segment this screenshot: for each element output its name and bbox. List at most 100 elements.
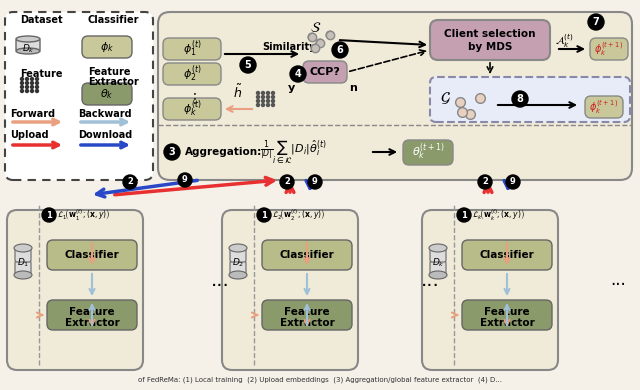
Circle shape xyxy=(257,96,259,99)
Circle shape xyxy=(20,89,24,92)
FancyArrowPatch shape xyxy=(306,181,314,188)
Ellipse shape xyxy=(229,244,247,252)
Text: 1: 1 xyxy=(261,211,267,220)
Text: 2: 2 xyxy=(482,177,488,186)
Circle shape xyxy=(262,99,264,103)
FancyArrowPatch shape xyxy=(13,142,58,148)
FancyBboxPatch shape xyxy=(16,39,40,51)
FancyArrowPatch shape xyxy=(504,305,509,325)
FancyArrowPatch shape xyxy=(504,305,509,325)
Text: CCP?: CCP? xyxy=(310,67,340,77)
Text: Extractor: Extractor xyxy=(280,318,334,328)
FancyBboxPatch shape xyxy=(430,248,446,262)
Circle shape xyxy=(266,92,269,94)
FancyArrowPatch shape xyxy=(81,142,126,148)
Text: 7: 7 xyxy=(593,17,600,27)
Text: $D_2$: $D_2$ xyxy=(232,257,244,269)
Circle shape xyxy=(31,89,33,92)
FancyArrowPatch shape xyxy=(37,312,42,317)
Circle shape xyxy=(240,57,256,73)
Circle shape xyxy=(266,99,269,103)
FancyArrowPatch shape xyxy=(97,180,197,197)
Ellipse shape xyxy=(429,271,447,279)
FancyArrowPatch shape xyxy=(305,305,310,325)
Ellipse shape xyxy=(14,271,32,279)
Text: $D_k$: $D_k$ xyxy=(22,43,35,55)
Circle shape xyxy=(280,175,294,189)
Ellipse shape xyxy=(229,271,247,279)
Circle shape xyxy=(326,31,334,39)
Text: $\theta_k^{(t+1)}$: $\theta_k^{(t+1)}$ xyxy=(412,142,444,162)
Circle shape xyxy=(31,78,33,80)
Text: 4: 4 xyxy=(294,69,301,79)
FancyBboxPatch shape xyxy=(47,240,137,270)
Text: 3: 3 xyxy=(168,147,175,157)
Circle shape xyxy=(257,208,271,222)
Circle shape xyxy=(506,175,520,189)
FancyBboxPatch shape xyxy=(47,300,137,330)
Text: 6: 6 xyxy=(337,45,344,55)
Text: Download: Download xyxy=(78,130,132,140)
FancyBboxPatch shape xyxy=(262,300,352,330)
Ellipse shape xyxy=(16,48,40,54)
Text: Classifier: Classifier xyxy=(88,15,140,25)
Text: 1: 1 xyxy=(461,211,467,220)
Circle shape xyxy=(271,96,275,99)
Circle shape xyxy=(20,78,24,80)
Text: 1: 1 xyxy=(46,211,52,220)
Circle shape xyxy=(35,82,38,85)
FancyBboxPatch shape xyxy=(462,300,552,330)
FancyBboxPatch shape xyxy=(15,261,31,275)
Text: Extractor: Extractor xyxy=(88,77,139,87)
Text: $\mathcal{L}_1\!\left(\mathbf{w}_1^{(t)};(\mathbf{x},y)\right)$: $\mathcal{L}_1\!\left(\mathbf{w}_1^{(t)}… xyxy=(57,207,110,223)
Text: $\tilde{h}$: $\tilde{h}$ xyxy=(234,83,243,101)
FancyBboxPatch shape xyxy=(15,248,31,262)
Ellipse shape xyxy=(429,244,447,252)
FancyBboxPatch shape xyxy=(462,240,552,270)
FancyBboxPatch shape xyxy=(590,38,628,60)
FancyBboxPatch shape xyxy=(430,77,630,122)
Text: $\mathcal{L}_k\!\left(\mathbf{w}_k^{(t)};(\mathbf{x},y)\right)$: $\mathcal{L}_k\!\left(\mathbf{w}_k^{(t)}… xyxy=(472,207,525,223)
FancyBboxPatch shape xyxy=(430,261,446,275)
Text: Classifier: Classifier xyxy=(280,250,334,260)
Text: Backward: Backward xyxy=(78,109,132,119)
Circle shape xyxy=(316,39,324,47)
Circle shape xyxy=(26,89,29,92)
FancyArrowPatch shape xyxy=(225,51,297,57)
Text: $\frac{1}{|D|}\sum_{i\in\mathcal{K}}|D_i|\hat{\theta}_i^{(t)}$: $\frac{1}{|D|}\sum_{i\in\mathcal{K}}|D_i… xyxy=(260,138,327,165)
FancyBboxPatch shape xyxy=(403,140,453,165)
Circle shape xyxy=(257,92,259,94)
Circle shape xyxy=(308,33,316,41)
FancyArrowPatch shape xyxy=(90,305,95,325)
Circle shape xyxy=(262,103,264,106)
Text: $\phi_1^{(t)}$: $\phi_1^{(t)}$ xyxy=(183,39,201,59)
Text: Similarity: Similarity xyxy=(262,42,316,52)
FancyArrowPatch shape xyxy=(115,177,273,195)
Text: $\phi_k^{(t+1)}$: $\phi_k^{(t+1)}$ xyxy=(589,98,619,116)
Text: $\mathcal{A}_k^{(t)}$: $\mathcal{A}_k^{(t)}$ xyxy=(555,32,574,50)
FancyBboxPatch shape xyxy=(230,248,246,262)
Text: Feature: Feature xyxy=(484,307,530,317)
Circle shape xyxy=(257,99,259,103)
Text: Client selection: Client selection xyxy=(444,29,536,39)
Circle shape xyxy=(271,103,275,106)
Circle shape xyxy=(35,78,38,80)
Circle shape xyxy=(123,175,137,189)
FancyArrowPatch shape xyxy=(340,40,425,47)
FancyArrowPatch shape xyxy=(252,312,257,317)
FancyBboxPatch shape xyxy=(222,210,358,370)
Text: $\phi_k$: $\phi_k$ xyxy=(100,40,114,54)
Text: $\mathcal{S}$: $\mathcal{S}$ xyxy=(310,21,322,35)
Text: Extractor: Extractor xyxy=(479,318,534,328)
Text: $D_1$: $D_1$ xyxy=(17,257,29,269)
Circle shape xyxy=(26,82,29,85)
Circle shape xyxy=(512,91,528,107)
Text: $\phi_k^{(t+1)}$: $\phi_k^{(t+1)}$ xyxy=(595,40,623,58)
Circle shape xyxy=(26,85,29,89)
FancyBboxPatch shape xyxy=(163,38,221,60)
FancyArrowPatch shape xyxy=(227,106,252,112)
Text: $\phi_2^{(t)}$: $\phi_2^{(t)}$ xyxy=(183,64,201,84)
Text: Upload: Upload xyxy=(10,130,49,140)
Ellipse shape xyxy=(16,36,40,42)
Text: y: y xyxy=(287,83,294,93)
